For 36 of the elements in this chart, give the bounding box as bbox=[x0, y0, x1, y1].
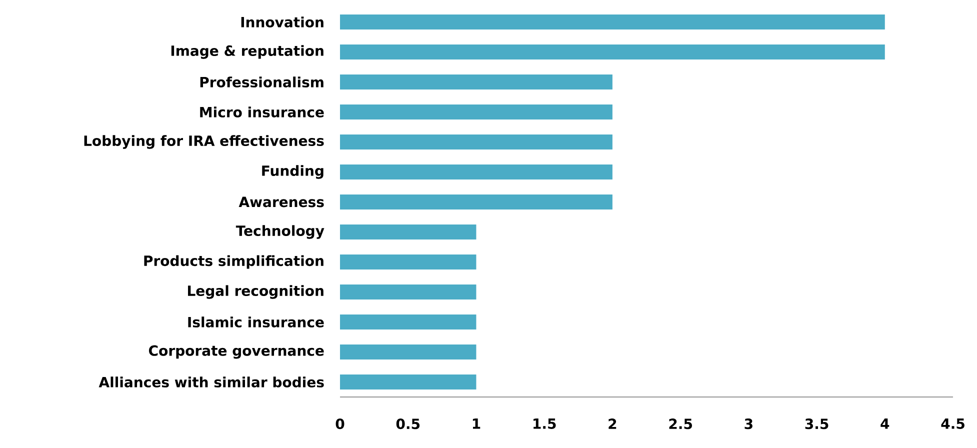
bar bbox=[340, 194, 612, 210]
bar bbox=[340, 224, 476, 240]
y-tick-label: Innovation bbox=[241, 16, 324, 28]
bar bbox=[340, 344, 476, 360]
y-tick-label: Islamic insurance bbox=[188, 316, 324, 328]
y-tick-label: Micro insurance bbox=[200, 106, 324, 118]
bar bbox=[340, 104, 612, 120]
x-tick-label: 2 bbox=[608, 418, 616, 429]
y-tick-label: Image & reputation bbox=[171, 45, 324, 59]
x-tick-label: 0 bbox=[336, 418, 344, 430]
y-tick-label: Awareness bbox=[238, 196, 324, 208]
bar bbox=[340, 314, 476, 330]
y-tick-label: Legal recognition bbox=[188, 285, 324, 299]
y-tick-label: Alliances with similar bodies bbox=[98, 376, 324, 388]
y-tick-label: Professionalism bbox=[200, 76, 324, 88]
bar bbox=[340, 374, 476, 390]
y-tick-label: Products simplification bbox=[144, 255, 324, 269]
x-tick-label: 4 bbox=[880, 418, 890, 429]
x-tick-label: 4.5 bbox=[941, 418, 964, 429]
bar bbox=[340, 14, 885, 30]
bar bbox=[340, 44, 885, 60]
x-tick-label: 1.5 bbox=[534, 418, 556, 429]
x-tick-label: 2.5 bbox=[669, 418, 692, 430]
y-tick-label: Funding bbox=[262, 165, 324, 179]
x-tick-label: 0.5 bbox=[396, 418, 420, 430]
bar bbox=[340, 74, 612, 90]
x-tick-label: 3.5 bbox=[805, 418, 828, 430]
x-tick-label: 1 bbox=[472, 418, 480, 429]
y-tick-label: Technology bbox=[236, 225, 324, 239]
bar bbox=[340, 254, 476, 270]
y-tick-label: Lobbying for IRA effectiveness bbox=[84, 135, 324, 149]
bar bbox=[340, 164, 612, 180]
bar bbox=[340, 284, 476, 300]
x-tick-label: 3 bbox=[744, 418, 752, 430]
bar bbox=[340, 134, 612, 150]
y-tick-label: Corporate governance bbox=[148, 345, 324, 359]
